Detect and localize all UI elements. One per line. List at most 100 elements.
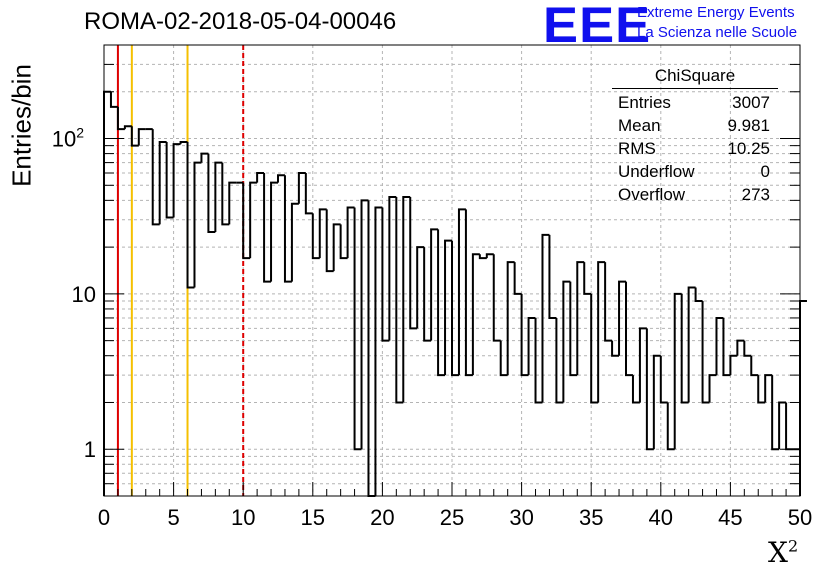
histogram-bin bbox=[221, 162, 230, 226]
histogram-bin bbox=[409, 197, 418, 330]
histogram-bin bbox=[290, 202, 299, 282]
histogram-bin bbox=[242, 182, 251, 260]
histogram-bin bbox=[659, 355, 668, 404]
histogram-bin bbox=[256, 171, 265, 183]
histogram-bin bbox=[513, 262, 522, 295]
y-axis-label: Entries/bin bbox=[6, 64, 37, 187]
histogram-bin bbox=[485, 253, 494, 259]
stats-box: ChiSquare Entries 3007 Mean 9.981 RMS 10.25… bbox=[612, 66, 778, 206]
histogram-bin bbox=[701, 300, 710, 404]
histogram-bin bbox=[109, 91, 118, 108]
x-tick-label: 25 bbox=[440, 505, 464, 530]
x-axis-label: X2 bbox=[768, 536, 799, 569]
stats-row-overflow: Overflow 273 bbox=[618, 185, 770, 204]
histogram-bin bbox=[708, 374, 717, 403]
histogram-bin bbox=[395, 197, 404, 404]
stats-row-entries: Entries 3007 bbox=[618, 93, 770, 112]
logo-line-1: Extreme Energy Events bbox=[637, 4, 795, 21]
histogram-bin bbox=[527, 316, 536, 376]
histogram-bin bbox=[597, 261, 606, 403]
histogram-bin bbox=[158, 140, 167, 225]
histogram-bin bbox=[402, 196, 411, 403]
histogram-bin bbox=[506, 261, 515, 376]
histogram-bin bbox=[631, 375, 640, 404]
histogram-bin bbox=[694, 287, 703, 302]
histogram-bin bbox=[666, 402, 675, 451]
histogram-bin bbox=[687, 286, 696, 403]
histogram-bin bbox=[200, 152, 209, 163]
histogram-bin bbox=[304, 172, 313, 215]
histogram-bin bbox=[625, 281, 633, 377]
histogram-bin bbox=[388, 196, 397, 341]
histogram-bin bbox=[611, 340, 620, 357]
histogram-bin bbox=[541, 233, 550, 403]
stats-title: ChiSquare bbox=[612, 66, 778, 89]
histogram-bin bbox=[270, 181, 278, 282]
histogram-bin bbox=[771, 375, 780, 451]
y-tick-label: 10 bbox=[72, 282, 96, 307]
histogram-bin bbox=[729, 354, 738, 376]
histogram-bin bbox=[325, 209, 334, 273]
x-tick-label: 45 bbox=[718, 505, 742, 530]
logo-line-2: La Scienza nelle Scuole bbox=[637, 24, 798, 41]
histogram-bin bbox=[548, 234, 557, 319]
histogram-bin bbox=[534, 317, 543, 404]
histogram-bin bbox=[430, 228, 439, 341]
histogram-bin bbox=[799, 299, 807, 450]
histogram-bin bbox=[618, 280, 626, 356]
histogram-bin bbox=[172, 143, 181, 218]
eee-logo: EEE bbox=[543, 0, 652, 53]
histogram-bin bbox=[186, 141, 195, 289]
histogram-bin bbox=[193, 161, 202, 288]
histogram-bin bbox=[151, 129, 160, 226]
histogram-bin bbox=[179, 140, 188, 145]
histogram-bin bbox=[652, 354, 661, 450]
histogram-bin bbox=[214, 161, 223, 233]
histogram-bin bbox=[743, 340, 752, 357]
histogram-bin bbox=[562, 280, 571, 403]
histogram-bin bbox=[381, 207, 390, 342]
histogram-bin bbox=[583, 262, 592, 295]
histogram-bin bbox=[604, 262, 613, 342]
x-tick-label: 20 bbox=[370, 505, 394, 530]
histogram-bin bbox=[736, 339, 745, 356]
histogram-bin bbox=[116, 106, 125, 131]
histogram-bin bbox=[437, 229, 446, 377]
x-tick-label: 50 bbox=[788, 505, 812, 530]
histogram-bin bbox=[457, 208, 466, 376]
stats-row-mean: Mean 9.981 bbox=[618, 116, 770, 135]
histogram-bin bbox=[137, 128, 146, 146]
histogram-bin bbox=[228, 181, 237, 225]
histogram-bin bbox=[576, 261, 585, 376]
histogram-bin bbox=[249, 181, 258, 259]
x-tick-label: 5 bbox=[167, 505, 179, 530]
histogram-bin bbox=[311, 213, 320, 260]
histogram-bin bbox=[590, 293, 599, 404]
histogram-bin bbox=[680, 293, 689, 404]
histogram-bin bbox=[478, 254, 487, 260]
histogram-bin bbox=[499, 340, 508, 377]
histogram-bin bbox=[451, 240, 459, 377]
histogram-bin bbox=[764, 374, 773, 403]
histogram-bin bbox=[374, 206, 383, 496]
x-tick-label: 30 bbox=[509, 505, 533, 530]
histogram-bin bbox=[715, 316, 724, 376]
histogram-bin bbox=[346, 206, 355, 259]
histogram-bin bbox=[464, 209, 473, 377]
histogram-bin bbox=[778, 401, 787, 450]
x-tick-label: 15 bbox=[301, 505, 325, 530]
histogram-bin bbox=[722, 317, 731, 377]
chart-title: ROMA-02-2018-05-04-00046 bbox=[84, 8, 397, 35]
histogram-bin bbox=[277, 174, 285, 183]
histogram-bin bbox=[339, 224, 348, 260]
histogram-bin bbox=[520, 293, 529, 377]
histogram-bin bbox=[492, 254, 501, 342]
histogram-bin bbox=[353, 207, 362, 451]
histogram-bin bbox=[318, 208, 327, 259]
histogram-bin bbox=[673, 292, 682, 450]
x-tick-label: 35 bbox=[579, 505, 603, 530]
x-tick-label: 40 bbox=[649, 505, 673, 530]
histogram-bin bbox=[645, 328, 654, 451]
stats-row-underflow: Underflow 0 bbox=[618, 162, 770, 181]
